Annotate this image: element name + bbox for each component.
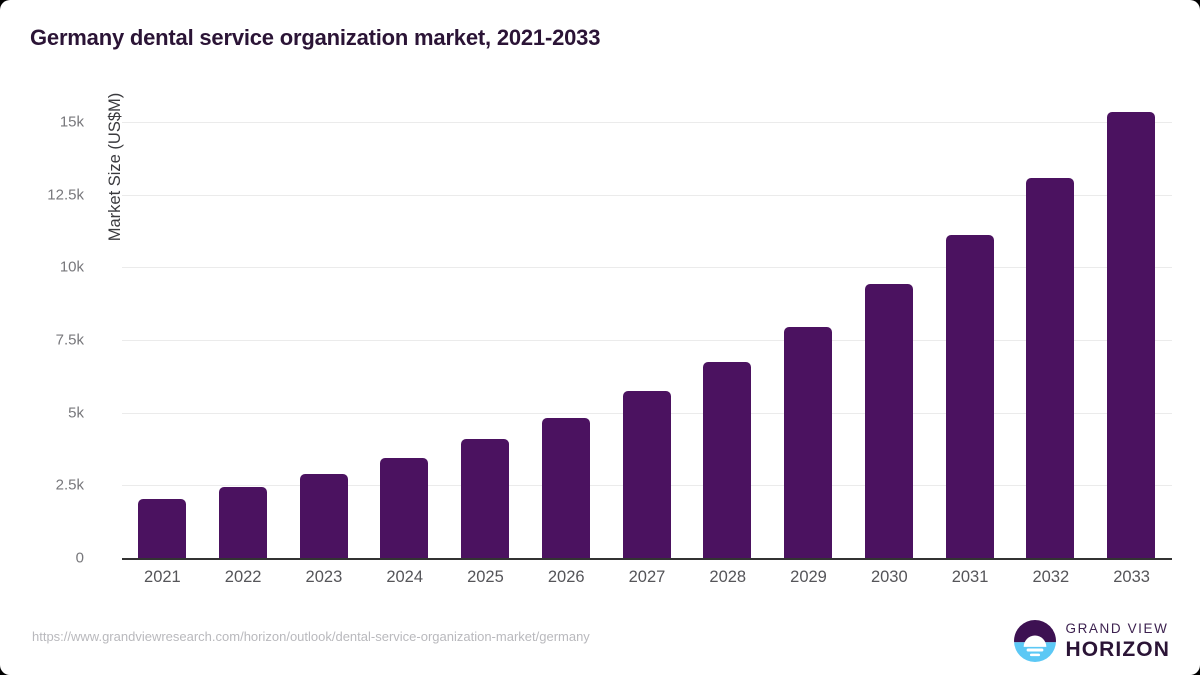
y-axis-tick-label: 10k	[59, 258, 84, 276]
gridline	[122, 122, 1172, 123]
x-axis-tick-label: 2033	[1113, 568, 1150, 586]
bar-2024[interactable]	[380, 457, 429, 558]
y-axis-tick-label: 15k	[59, 113, 84, 131]
y-axis-tick-label: 12.5k	[47, 186, 84, 204]
x-axis-tick-label: 2030	[870, 568, 908, 586]
x-axis-tick-label: 2031	[951, 568, 989, 586]
gridline	[122, 194, 1172, 196]
bar-2028[interactable]	[703, 361, 752, 558]
bar-2033[interactable]	[1107, 111, 1156, 558]
gridline	[122, 267, 1172, 269]
bar-2023[interactable]	[299, 474, 348, 558]
page-title: Germany dental service organization mark…	[30, 25, 601, 50]
x-axis-tick-label: 2022	[224, 568, 262, 586]
x-axis-tick-label: 2023	[305, 568, 343, 586]
x-axis-tick-label: 2029	[790, 568, 827, 586]
bar-2022[interactable]	[218, 486, 267, 558]
y-axis-tick-label: 5k	[68, 404, 84, 422]
x-axis-tick-label: 2028	[709, 568, 747, 586]
y-axis-tick-label: 7.5k	[55, 331, 84, 349]
bar-slot	[445, 122, 526, 558]
logo-line-horizon: HORIZON	[1065, 637, 1170, 661]
x-axis-tick-label: 2032	[1032, 568, 1070, 586]
x-axis-tick-label: 2021	[144, 568, 181, 586]
bar-slot	[930, 122, 1011, 558]
plot-area: 0 2.5k 5k 7.5k 10k 12.5k 15k 2021 2022 2023 2024 2…	[47, 93, 1172, 586]
bar-slot	[364, 122, 445, 558]
gridline	[122, 340, 1172, 341]
bar-slot	[687, 122, 768, 558]
bar-slot	[122, 122, 203, 558]
y-axis-tick-label: 2.5k	[55, 476, 84, 494]
bar-2030[interactable]	[864, 284, 913, 558]
bar-slot	[607, 122, 688, 558]
logo-wordmark: GRAND VIEW HORIZON	[1065, 622, 1170, 660]
bar-2021[interactable]	[138, 499, 186, 558]
bar-2026[interactable]	[541, 417, 590, 558]
bar-slot	[849, 122, 930, 558]
bar-2027[interactable]	[622, 391, 671, 558]
brand-logo[interactable]: GRAND VIEW HORIZON	[1014, 620, 1170, 662]
horizon-logo-icon	[1014, 620, 1057, 662]
bar-2032[interactable]	[1026, 178, 1075, 558]
bar-series	[122, 111, 1172, 558]
bar-slot	[526, 122, 607, 558]
bar-slot	[203, 122, 284, 558]
bar-2031[interactable]	[945, 234, 994, 558]
x-axis-tick-label: 2026	[547, 568, 585, 586]
bar-slot	[284, 122, 365, 558]
logo-line-grand-view: GRAND VIEW	[1065, 621, 1169, 637]
gridline	[122, 558, 1172, 560]
bar-slot	[1091, 111, 1172, 558]
x-axis-tick-label: 2027	[628, 568, 666, 586]
x-axis-tick-label: 2024	[386, 568, 424, 586]
bar-2029[interactable]	[784, 326, 833, 558]
x-axis-tick-label: 2025	[467, 568, 504, 586]
y-axis-title: Market Size (US$M)	[106, 92, 124, 242]
bar-2025[interactable]	[461, 439, 510, 558]
bar-slot	[1010, 122, 1091, 558]
y-axis-tick-label: 0	[75, 549, 84, 567]
source-url[interactable]: https://www.grandviewresearch.com/horizo…	[32, 629, 590, 644]
bar-slot	[768, 122, 849, 558]
